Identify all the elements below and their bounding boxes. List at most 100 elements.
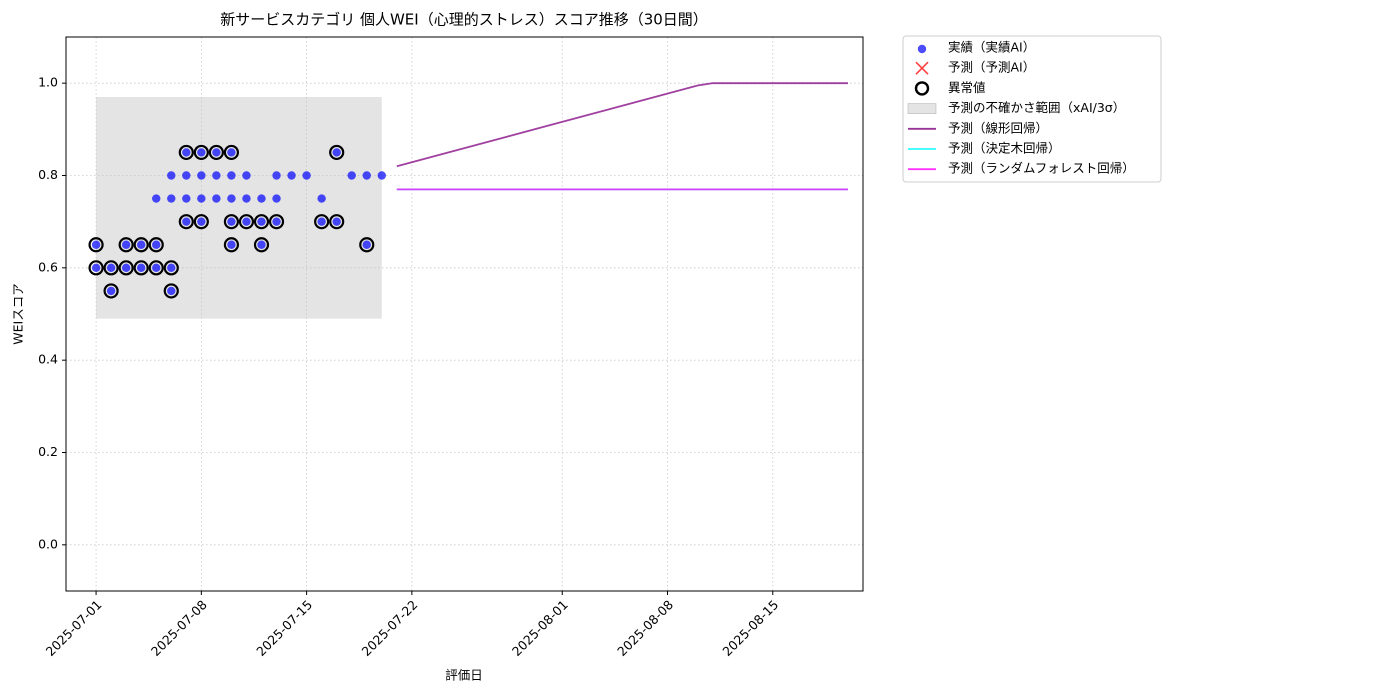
actual-point xyxy=(197,148,206,157)
anomaly-marker xyxy=(223,144,240,161)
anomaly-marker xyxy=(103,283,119,299)
y-axis-label: WEIスコア xyxy=(11,283,26,344)
anomaly-marker xyxy=(208,144,224,161)
actual-point xyxy=(377,171,386,180)
actual-point xyxy=(121,263,131,273)
actual-point xyxy=(257,217,266,226)
plot-area: 0.0 0.2 0.4 0.6 0.8 1.0 2025-07-01 2025-07-08 20… xyxy=(38,37,863,659)
actual-point xyxy=(136,240,146,249)
y-tick-label: 0.0 xyxy=(38,536,58,551)
legend-label: 予測の不確かさ範囲（xAI/3σ） xyxy=(948,100,1125,115)
anomaly-marker xyxy=(118,237,134,253)
legend-box xyxy=(902,35,1162,183)
actual-point xyxy=(257,240,266,249)
anomaly-marker xyxy=(253,237,270,253)
actual-point xyxy=(272,217,281,226)
legend-marker xyxy=(915,61,929,75)
anomaly-marker xyxy=(178,144,194,161)
anomaly-marker xyxy=(223,214,240,230)
actual-point xyxy=(227,171,236,180)
actual-point xyxy=(121,240,131,249)
x-tick-label: 2025-07-22 xyxy=(358,597,420,659)
legend-marker xyxy=(914,81,930,96)
anomaly-marker xyxy=(253,214,270,230)
y-tick-label: 0.8 xyxy=(38,167,58,182)
x-tick-label: 2025-08-08 xyxy=(614,597,676,659)
actual-point xyxy=(227,194,236,203)
x-tick-label: 2025-07-08 xyxy=(148,597,210,659)
actual-point xyxy=(302,171,311,180)
anomaly-marker xyxy=(88,260,104,276)
actual-point xyxy=(317,217,326,226)
actual-point xyxy=(167,171,176,180)
actual-point xyxy=(242,171,251,180)
x-tick-label: 2025-08-15 xyxy=(719,597,781,659)
y-tick-label: 0.4 xyxy=(38,352,58,367)
anomaly-marker xyxy=(178,214,194,230)
actual-point xyxy=(182,171,191,180)
plot-frame xyxy=(65,36,864,592)
actual-point xyxy=(152,194,161,203)
actual-point xyxy=(332,217,341,226)
anomaly-marker xyxy=(193,214,209,230)
anomaly-marker xyxy=(193,144,209,161)
anomaly-marker xyxy=(118,260,134,276)
y-tick-label: 0.6 xyxy=(38,259,58,274)
actual-point xyxy=(136,263,146,273)
uncertainty-band xyxy=(96,97,382,319)
actual-point xyxy=(182,194,191,203)
actual-point xyxy=(227,148,236,157)
actual-point xyxy=(197,217,206,226)
actual-point xyxy=(362,240,371,249)
anomaly-marker xyxy=(268,214,285,230)
actual-point xyxy=(167,263,176,273)
x-tick-label: 2025-07-15 xyxy=(253,597,315,659)
anomaly-marker xyxy=(163,283,179,299)
actual-point xyxy=(272,171,281,180)
x-tick-label: 2025-08-01 xyxy=(509,597,571,659)
legend-label: 実績（実績AI） xyxy=(948,40,1035,55)
actual-point xyxy=(347,171,356,180)
legend-label: 予測（ランダムフォレスト回帰） xyxy=(948,161,1135,176)
actual-point xyxy=(91,240,101,249)
actual-point xyxy=(197,171,206,180)
y-tick-label: 0.2 xyxy=(38,444,58,459)
anomaly-marker xyxy=(148,237,164,253)
anomaly-marker xyxy=(148,260,164,276)
anomaly-marker xyxy=(103,260,119,276)
actual-point xyxy=(152,240,161,249)
anomaly-marker xyxy=(88,237,104,253)
chart-title: 新サービスカテゴリ 個人WEI（心理的ストレス）スコア推移（30日間） xyxy=(220,11,708,29)
x-tick-label: 2025-07-01 xyxy=(43,597,105,659)
actual-point xyxy=(167,194,176,203)
anomaly-marker xyxy=(314,214,330,230)
actual-point xyxy=(212,194,221,203)
anomaly-marker xyxy=(133,260,149,276)
actual-point xyxy=(257,194,266,203)
actual-point xyxy=(106,263,116,273)
anomaly-marker xyxy=(223,237,240,253)
actual-point xyxy=(182,148,191,157)
actual-point xyxy=(91,263,101,273)
actual-point xyxy=(197,194,206,203)
x-axis-label: 評価日 xyxy=(445,668,483,683)
anomaly-marker xyxy=(359,237,375,253)
actual-point xyxy=(152,263,161,273)
legend-label: 予測（線形回帰） xyxy=(948,120,1048,135)
actual-point xyxy=(106,286,116,296)
actual-point xyxy=(287,171,296,180)
anomaly-marker xyxy=(329,144,345,161)
actual-point xyxy=(167,286,176,296)
actual-point xyxy=(362,171,371,180)
forecast-line xyxy=(396,82,848,168)
anomaly-marker xyxy=(163,260,179,276)
anomaly-marker xyxy=(329,214,345,230)
anomaly-marker xyxy=(238,214,255,230)
actual-point xyxy=(212,171,221,180)
actual-point xyxy=(272,194,281,203)
actual-point xyxy=(227,240,236,249)
legend-marker xyxy=(907,103,937,114)
